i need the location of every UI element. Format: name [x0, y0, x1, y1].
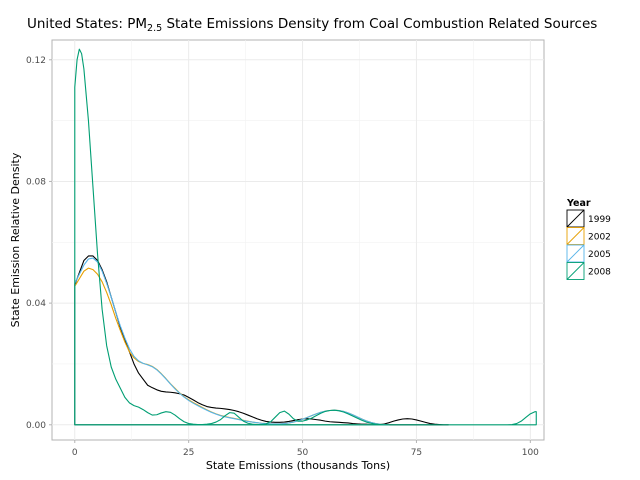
density-line-2008	[74, 48, 537, 426]
legend-title: Year	[566, 198, 591, 209]
y-tick-label: 0.04	[26, 299, 46, 309]
series-layer	[74, 48, 537, 426]
axis-ticks: 0 25 50 75 100 0.00 0.04 0.08 0.12	[26, 56, 539, 458]
y-tick-label: 0.12	[26, 56, 46, 66]
legend-label: 2002	[588, 233, 611, 243]
legend-item-1999: 1999	[566, 209, 611, 228]
x-tick-label: 0	[72, 448, 78, 458]
legend-key-line	[566, 209, 585, 228]
chart-title-main: United States: PM	[27, 16, 147, 32]
y-axis-title: State Emission Relative Density	[9, 152, 22, 327]
chart-title: United States: PM2.5 State Emissions Den…	[27, 16, 597, 34]
x-tick-label: 50	[297, 448, 309, 458]
legend-item-2002: 2002	[566, 227, 611, 245]
x-tick-label: 100	[522, 448, 539, 458]
x-axis-title: State Emissions (thousands Tons)	[206, 459, 390, 472]
x-tick-label: 75	[411, 448, 422, 458]
legend-key-line	[566, 244, 585, 263]
legend: Year 1999 2002 2005 2008	[566, 198, 611, 280]
density-line-1999	[74, 255, 449, 426]
legend-label: 2008	[588, 268, 611, 278]
legend-key-line	[566, 262, 585, 280]
legend-key-line	[566, 227, 585, 245]
y-tick-label: 0.08	[26, 177, 46, 187]
legend-label: 2005	[588, 250, 611, 260]
legend-item-2005: 2005	[566, 244, 611, 263]
chart-title-rest: State Emissions Density from Coal Combus…	[162, 16, 597, 32]
y-tick-label: 0.00	[26, 421, 46, 431]
chart-title-subscript: 2.5	[147, 23, 162, 34]
plot-panel	[51, 39, 545, 441]
x-tick-label: 25	[183, 448, 194, 458]
legend-label: 1999	[588, 215, 611, 225]
legend-item-2008: 2008	[566, 262, 611, 280]
